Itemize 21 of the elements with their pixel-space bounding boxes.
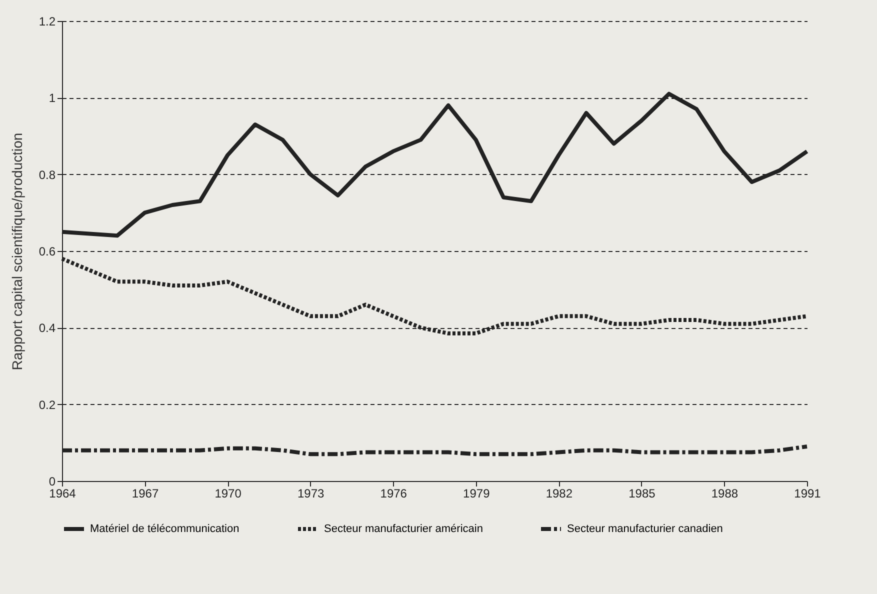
legend-label: Matériel de télécommunication bbox=[90, 523, 240, 535]
x-tick-label: 1976 bbox=[380, 486, 408, 500]
y-tick-label: 0.2 bbox=[38, 398, 56, 412]
x-tick-label: 1973 bbox=[297, 486, 325, 500]
x-tick-label: 1991 bbox=[794, 486, 822, 500]
x-tick-label: 1967 bbox=[132, 486, 159, 500]
x-tick-label: 1988 bbox=[711, 486, 738, 500]
x-tick-label: 1970 bbox=[214, 486, 242, 500]
y-tick-label: 0.4 bbox=[38, 321, 56, 336]
x-tick-label: 1982 bbox=[546, 486, 573, 500]
y-tick-label: 0 bbox=[48, 474, 56, 488]
y-tick-label: 1.2 bbox=[38, 14, 56, 28]
x-tick-label: 1964 bbox=[49, 486, 76, 500]
y-tick-label: 1 bbox=[48, 91, 56, 106]
x-tick-label: 1979 bbox=[463, 486, 490, 500]
y-axis-title: Rapport capital scientifique/production bbox=[8, 132, 25, 370]
legend-label: Secteur manufacturier canadien bbox=[567, 523, 723, 535]
x-tick-label: 1985 bbox=[628, 486, 656, 500]
y-tick-label: 0.8 bbox=[38, 168, 56, 182]
y-tick-label: 0.6 bbox=[38, 244, 56, 258]
legend-label: Secteur manufacturier américain bbox=[324, 523, 483, 535]
